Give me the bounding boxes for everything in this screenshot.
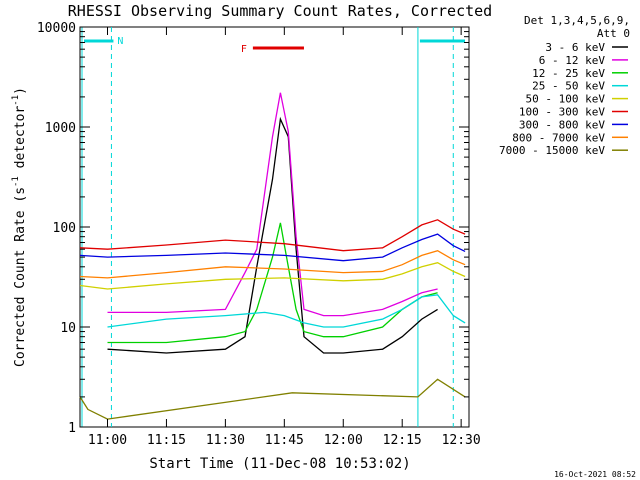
legend-header: Att 0 [597, 27, 630, 40]
legend-entry-label: 50 - 100 keV [526, 93, 606, 106]
y-tick-label: 1 [68, 421, 76, 436]
series-layer [79, 92, 466, 420]
legend-entry-label: 6 - 12 keV [539, 54, 606, 67]
series-line [79, 378, 466, 420]
axes: 11:00 11:15 11:30 11:45 12:00 12:15 12:30 1 10 10… [37, 21, 481, 448]
series-line [107, 222, 438, 344]
x-tick-label: 11:30 [206, 433, 245, 448]
y-label-end: ) [13, 87, 28, 95]
x-tick-label: 11:15 [147, 433, 186, 448]
y-label-main: Corrected Count Rate (s [13, 187, 28, 367]
flare-label: F [241, 44, 247, 55]
legend-entry-label: 3 - 6 keV [545, 41, 605, 54]
y-tick-label: 1000 [45, 121, 76, 136]
x-axis-label: Start Time (11-Dec-08 10:53:02) [149, 456, 410, 472]
series-line [79, 262, 466, 290]
x-tick-label: 11:00 [88, 433, 127, 448]
chart-title: RHESSI Observing Summary Count Rates, Co… [68, 2, 492, 20]
timestamp: 16-Oct-2021 08:52 [554, 470, 636, 479]
x-tick-label: 11:45 [265, 433, 304, 448]
legend-entry-label: 100 - 300 keV [519, 106, 605, 119]
series-line [79, 233, 466, 262]
x-tick-label: 12:00 [324, 433, 363, 448]
annotations: NF [81, 27, 465, 427]
series-line [107, 92, 438, 317]
y-axis-label: Corrected Count Rate (s-1 detector-1) [11, 87, 28, 367]
y-label-sup2: -1 [11, 95, 21, 106]
legend-entry-label: 300 - 800 keV [519, 118, 605, 131]
legend-entry-label: 12 - 25 keV [532, 67, 605, 80]
series-line [79, 219, 466, 252]
x-tick-label: 12:30 [442, 433, 481, 448]
y-tick-label: 100 [53, 221, 76, 236]
plot-frame [79, 26, 470, 428]
y-label-mid: detector [13, 106, 28, 177]
x-tick-label: 12:15 [383, 433, 422, 448]
series-line [107, 116, 438, 354]
y-tick-label: 10000 [37, 21, 76, 36]
legend-entry-label: 800 - 7000 keV [512, 131, 605, 144]
legend-header: Det 1,3,4,5,6,9, [524, 14, 630, 27]
night-label: N [117, 36, 123, 47]
legend-entry-label: 25 - 50 keV [532, 80, 605, 93]
y-tick-label: 10 [60, 321, 76, 336]
series-line [107, 294, 466, 328]
series-line [79, 249, 466, 279]
legend-entry-label: 7000 - 15000 keV [499, 144, 605, 157]
y-label-sup: -1 [11, 176, 21, 187]
